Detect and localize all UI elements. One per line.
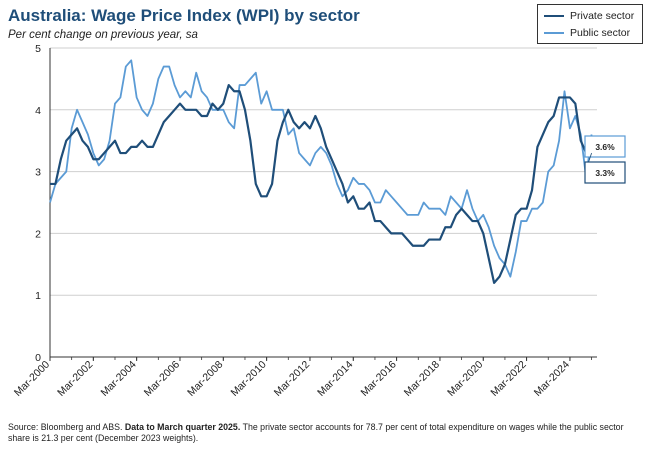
legend: Private sector Public sector	[537, 4, 643, 44]
x-tick-label: Mar-2008	[185, 359, 225, 399]
y-tick-label: 1	[35, 290, 41, 302]
x-tick-label: Mar-2022	[488, 359, 528, 399]
legend-label-public: Public sector	[570, 27, 631, 39]
x-tick-label: Mar-2012	[272, 359, 312, 399]
source-rest: The private sector accounts for 78.7 per…	[8, 422, 624, 443]
source-prefix: Source: Bloomberg and ABS.	[8, 422, 123, 432]
public-sector-value-callout-label: 3.6%	[595, 142, 615, 152]
y-tick-label: 3	[35, 167, 41, 179]
source-data-note: Data to March quarter 2025.	[124, 422, 241, 432]
chart-title: Australia: Wage Price Index (WPI) by sec…	[8, 6, 360, 25]
legend-item-private: Private sector	[544, 8, 634, 24]
x-tick-label: Mar-2024	[532, 359, 572, 399]
legend-item-public: Public sector	[544, 25, 630, 41]
public-sector-value-callout-box	[584, 135, 626, 158]
x-tick-label: Mar-2000	[12, 359, 52, 399]
legend-swatch-public	[544, 32, 564, 34]
x-tick-label: Mar-2020	[445, 359, 485, 399]
public-sector-line	[49, 59, 593, 278]
private-sector-line	[50, 83, 592, 284]
x-tick-label: Mar-2018	[402, 359, 442, 399]
private-sector-value-callout-box	[584, 161, 626, 184]
y-tick-label: 4	[35, 105, 41, 117]
x-tick-label: Mar-2002	[55, 359, 95, 399]
private-sector-value-callout-label: 3.3%	[595, 168, 615, 178]
chart-subtitle: Per cent change on previous year, sa	[8, 29, 198, 41]
x-tick-label: Mar-2006	[142, 359, 182, 399]
legend-swatch-private	[544, 15, 564, 17]
x-tick-label: Mar-2016	[358, 359, 398, 399]
legend-label-private: Private sector	[570, 10, 635, 22]
x-tick-label: Mar-2014	[315, 359, 355, 399]
y-tick-label: 5	[35, 43, 41, 55]
source-note: Source: Bloomberg and ABS. Data to March…	[8, 422, 642, 444]
x-tick-label: Mar-2010	[228, 359, 268, 399]
x-tick-label: Mar-2004	[99, 359, 139, 399]
y-tick-label: 2	[35, 228, 41, 240]
y-tick-label: 0	[35, 352, 41, 364]
